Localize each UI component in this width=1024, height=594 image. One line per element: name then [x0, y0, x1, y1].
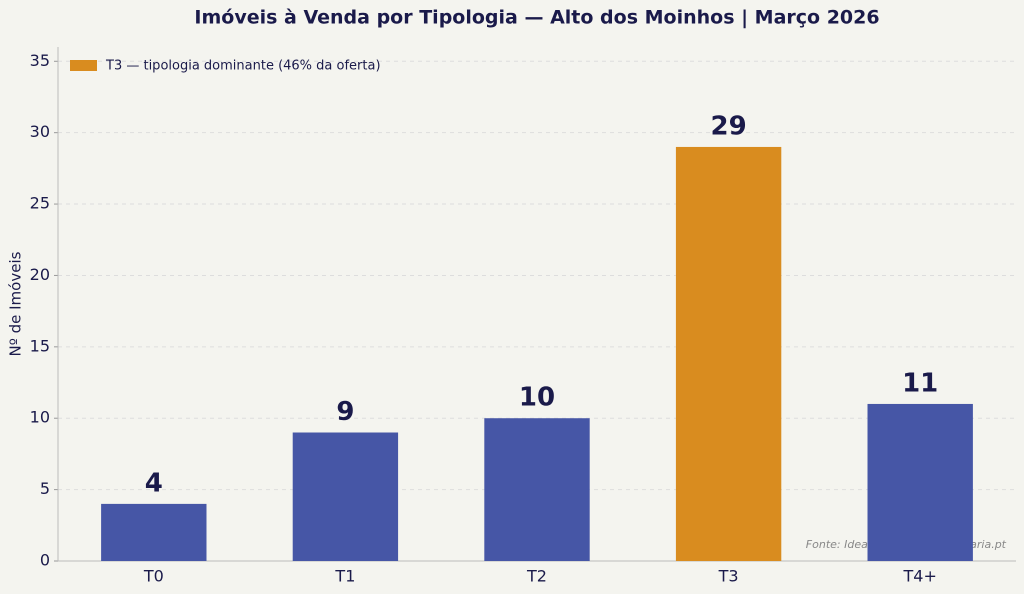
chart-title: Imóveis à Venda por Tipologia — Alto dos…	[194, 7, 879, 29]
y-tick-label: 35	[30, 51, 50, 70]
data-label: 29	[711, 111, 747, 141]
y-tick-label: 15	[30, 336, 50, 355]
bar	[292, 432, 399, 561]
y-tick-label: 5	[40, 479, 50, 498]
x-tick-label: T4+	[903, 567, 937, 586]
y-tick-label: 25	[30, 194, 50, 213]
x-tick-label: T0	[143, 567, 164, 586]
x-tick-label: T2	[526, 567, 547, 586]
legend-label: T3 — tipologia dominante (46% da oferta)	[105, 59, 381, 74]
x-tick-label: T1	[334, 567, 355, 586]
y-tick-label: 0	[40, 551, 50, 570]
bar	[101, 503, 207, 561]
y-axis-label: Nº de Imóveis	[7, 251, 25, 356]
bar	[675, 146, 782, 561]
y-tick-label: 30	[30, 122, 50, 141]
data-label: 9	[336, 397, 354, 427]
data-label: 11	[902, 368, 938, 398]
bar	[867, 403, 973, 561]
legend-swatch	[70, 60, 97, 71]
x-tick-label: T3	[718, 567, 739, 586]
y-tick-label: 20	[30, 265, 50, 284]
data-label: 4	[145, 468, 163, 498]
bar	[484, 418, 590, 561]
data-label: 10	[519, 383, 555, 413]
y-tick-label: 10	[30, 408, 50, 427]
